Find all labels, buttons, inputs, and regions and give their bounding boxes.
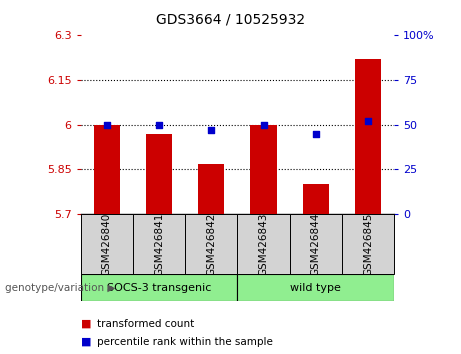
Bar bbox=[290, 214, 342, 274]
Text: GSM426842: GSM426842 bbox=[206, 212, 216, 276]
Bar bbox=[94, 125, 120, 214]
Text: GSM426844: GSM426844 bbox=[311, 212, 321, 276]
Point bbox=[103, 122, 111, 127]
Bar bbox=[342, 214, 394, 274]
Point bbox=[207, 127, 215, 133]
Text: GDS3664 / 10525932: GDS3664 / 10525932 bbox=[156, 12, 305, 27]
Text: GSM426843: GSM426843 bbox=[259, 212, 269, 276]
Text: genotype/variation ▶: genotype/variation ▶ bbox=[5, 282, 115, 293]
Bar bbox=[146, 134, 172, 214]
Bar bbox=[198, 164, 225, 214]
Text: percentile rank within the sample: percentile rank within the sample bbox=[97, 337, 273, 347]
Point bbox=[260, 122, 267, 127]
Point bbox=[155, 122, 163, 127]
Text: transformed count: transformed count bbox=[97, 319, 194, 329]
Bar bbox=[237, 274, 394, 301]
Bar bbox=[81, 274, 237, 301]
Bar bbox=[303, 184, 329, 214]
Bar bbox=[237, 214, 290, 274]
Bar bbox=[133, 214, 185, 274]
Bar bbox=[250, 125, 277, 214]
Point bbox=[364, 118, 372, 124]
Point bbox=[312, 131, 319, 137]
Text: ■: ■ bbox=[81, 337, 91, 347]
Text: SOCS-3 transgenic: SOCS-3 transgenic bbox=[107, 282, 211, 293]
Text: wild type: wild type bbox=[290, 282, 341, 293]
Bar bbox=[185, 214, 237, 274]
Bar bbox=[355, 59, 381, 214]
Bar bbox=[81, 214, 133, 274]
Text: ■: ■ bbox=[81, 319, 91, 329]
Text: GSM426845: GSM426845 bbox=[363, 212, 373, 276]
Text: GSM426840: GSM426840 bbox=[102, 213, 112, 276]
Text: GSM426841: GSM426841 bbox=[154, 212, 164, 276]
